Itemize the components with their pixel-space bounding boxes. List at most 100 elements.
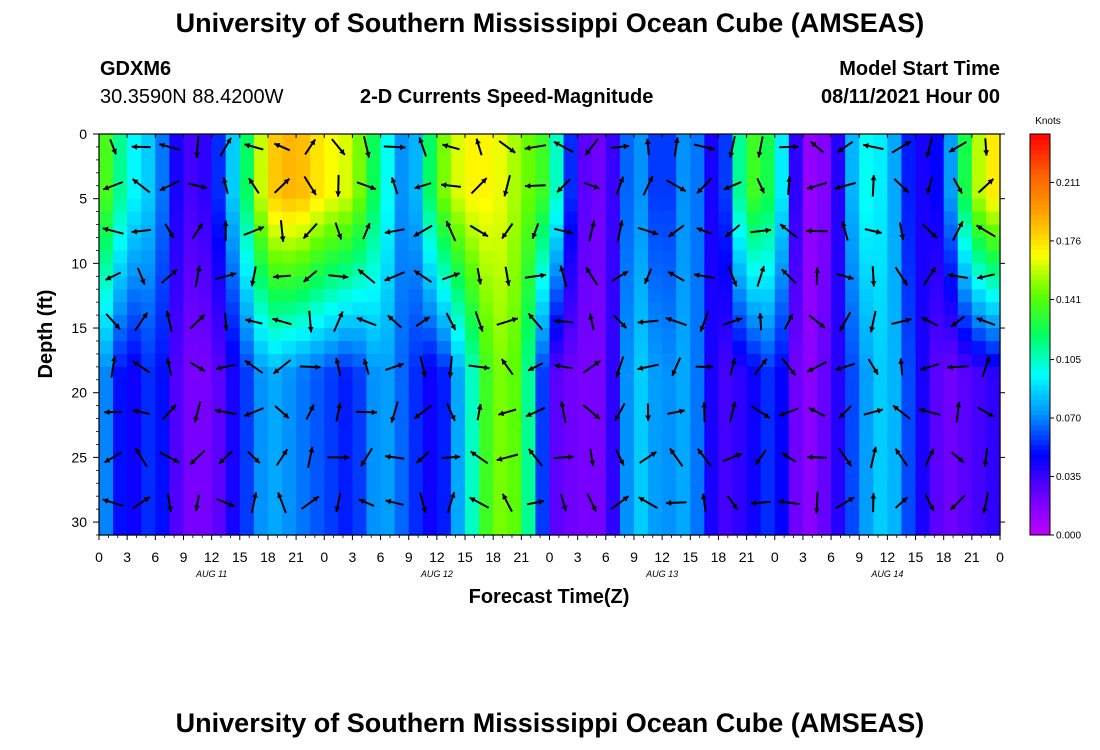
heatmap-cell [183, 379, 199, 394]
current-arrow [245, 318, 263, 325]
heatmap-cell [141, 340, 156, 355]
current-arrow [498, 408, 517, 416]
heatmap-cell [408, 470, 424, 484]
heatmap-cell [493, 496, 508, 510]
heatmap-cell [535, 146, 551, 161]
heatmap-cell [380, 146, 396, 161]
heatmap-cell [718, 185, 734, 200]
heatmap-cell [549, 353, 565, 368]
heatmap-cell [676, 159, 691, 174]
heatmap-cell [155, 134, 170, 148]
heatmap-cell [802, 353, 818, 368]
x-tick-label: 12 [654, 549, 670, 565]
heatmap-cell [704, 289, 720, 303]
heatmap-cell [816, 134, 832, 148]
heatmap-cell [648, 483, 663, 497]
current-arrow [946, 364, 969, 370]
heatmap-cell [450, 276, 466, 290]
heatmap-cell [113, 302, 128, 316]
heatmap-cell [802, 198, 818, 213]
heatmap-cell [887, 185, 903, 200]
heatmap-cell [310, 392, 325, 407]
heatmap-cell [141, 470, 156, 484]
heatmap-cell [99, 418, 114, 433]
heatmap-cell [338, 444, 354, 458]
heatmap-cell [943, 470, 959, 484]
heatmap-cell [915, 431, 931, 446]
colorbar-segment [1030, 424, 1050, 431]
current-arrow [166, 493, 173, 512]
heatmap-cell [282, 159, 297, 174]
heatmap-cell [563, 340, 579, 355]
heatmap-cell [479, 250, 494, 264]
heatmap-cell [605, 224, 621, 239]
heatmap-cell [873, 289, 888, 303]
current-arrow [639, 450, 658, 464]
heatmap-cell [380, 457, 396, 471]
heatmap-cell [507, 379, 522, 394]
heatmap-cells [99, 134, 1001, 536]
heatmap-cell [873, 237, 888, 252]
heatmap-cell [563, 509, 579, 523]
current-arrow [219, 137, 232, 157]
current-arrow [215, 363, 236, 371]
heatmap-cell [732, 353, 748, 368]
heatmap-cell [915, 263, 931, 277]
heatmap-cell [507, 405, 522, 420]
heatmap-cell [450, 379, 466, 394]
current-arrow [921, 223, 938, 239]
heatmap-cell [915, 134, 931, 148]
heatmap-cell [859, 418, 874, 433]
heatmap-cell [859, 353, 874, 368]
heatmap-cell [915, 470, 931, 484]
heatmap-cell [394, 289, 410, 303]
heatmap-cell [760, 379, 776, 394]
heatmap-cell [366, 418, 382, 433]
current-arrow [976, 273, 995, 280]
heatmap-cell [662, 379, 677, 394]
colorbar-segment [1030, 239, 1050, 245]
heatmap-cell [113, 328, 128, 342]
heatmap-cell [99, 522, 114, 536]
heatmap-cell [169, 444, 185, 458]
heatmap-cell [577, 340, 593, 355]
heatmap-cell [549, 496, 565, 510]
heatmap-cell [845, 431, 860, 446]
heatmap-cell [563, 328, 579, 342]
heatmap-cell [113, 418, 128, 433]
colorbar-segment [1030, 499, 1050, 506]
current-arrow [869, 446, 878, 469]
heatmap-cell [971, 392, 987, 407]
current-arrow [808, 407, 826, 418]
heatmap-cell [99, 211, 114, 226]
heatmap-cell [479, 418, 494, 433]
heatmap-cell [535, 250, 551, 264]
heatmap-cell [225, 224, 241, 239]
current-arrow [159, 451, 180, 464]
heatmap-cell [704, 328, 720, 342]
current-arrow [667, 270, 685, 282]
heatmap-cell [211, 509, 227, 523]
colorbar-segment [1030, 199, 1050, 205]
heatmap-cell [338, 211, 354, 226]
heatmap-cell [746, 263, 762, 277]
heatmap-cell [521, 353, 537, 368]
heatmap-cell [450, 392, 466, 407]
heatmap-cell [408, 211, 424, 226]
heatmap-cell [141, 159, 156, 174]
heatmap-cell [211, 250, 227, 264]
heatmap-cell [605, 237, 621, 252]
current-arrow [808, 314, 826, 329]
heatmap-cell [746, 134, 762, 148]
heatmap-cell [943, 483, 959, 497]
heatmap-cell [718, 302, 734, 316]
heatmap-cell [619, 470, 635, 484]
current-arrow [136, 267, 146, 285]
heatmap-cell [479, 470, 494, 484]
current-arrow [583, 181, 600, 190]
heatmap-cell [436, 470, 452, 484]
current-arrow [504, 266, 511, 286]
heatmap-cell [493, 302, 508, 316]
heatmap-cell [816, 522, 832, 536]
current-arrow [806, 181, 828, 190]
